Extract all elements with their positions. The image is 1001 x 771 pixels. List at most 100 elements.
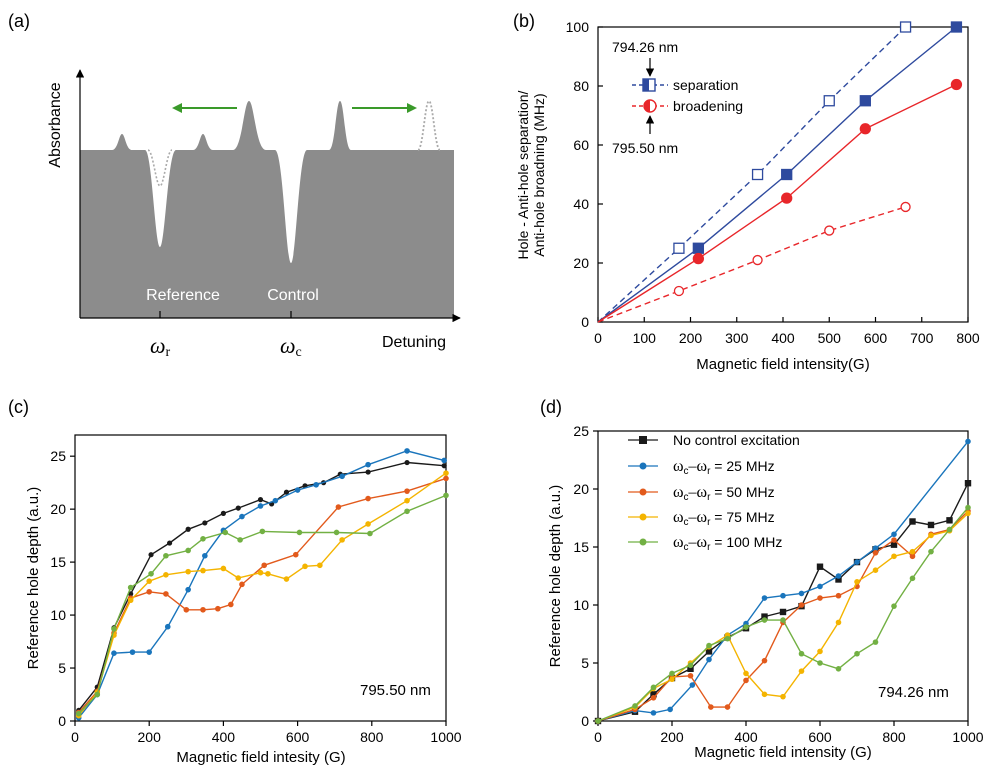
data-point-b-2-3: [859, 123, 871, 135]
xtick-label-c-200: 200: [138, 729, 162, 745]
series-line-c-4: [78, 494, 447, 715]
plot-frame-c: [74, 434, 447, 722]
data-point-c-4-1: [94, 691, 101, 698]
data-point-c-0-9: [235, 505, 241, 511]
data-point-d-3-11: [817, 648, 823, 655]
data-point-d-0-9: [779, 608, 787, 616]
xtick-label-b-600: 600: [864, 330, 888, 346]
data-point-c-2-8: [215, 605, 221, 612]
data-point-c-2-11: [261, 562, 268, 569]
ytick-label-c-15: 15: [50, 554, 66, 570]
data-point-d-2-6: [724, 704, 731, 710]
ytick-label-d-25: 25: [573, 423, 589, 439]
data-point-d-0-16: [909, 518, 916, 525]
legend-separation-label: separation: [673, 77, 738, 93]
data-point-d-1-16: [965, 438, 971, 445]
data-point-b-3-1: [673, 285, 685, 297]
data-point-c-2-16: [443, 475, 449, 482]
xlabel-d: Magnetic field intensity (G): [694, 744, 872, 761]
data-point-c-4-5: [163, 552, 169, 559]
xtick-label-b-0: 0: [594, 330, 602, 346]
data-point-b-1-4: [899, 21, 912, 33]
data-point-d-3-3: [669, 676, 675, 683]
data-point-c-3-4: [146, 578, 152, 584]
absorbance-spectrum: [80, 101, 454, 318]
xtick-label-b-400: 400: [771, 330, 795, 346]
ytick-label-c-25: 25: [50, 448, 66, 464]
data-point-d-3-10: [798, 668, 805, 674]
data-point-c-4-11: [296, 529, 303, 536]
data-point-c-1-11: [272, 497, 279, 504]
data-point-d-4-18: [946, 526, 953, 533]
data-point-d-4-9: [780, 617, 786, 623]
data-point-d-3-9: [780, 693, 786, 700]
data-point-d-3-19: [965, 510, 971, 517]
xtick-label-d-400: 400: [734, 729, 758, 745]
data-point-d-4-12: [835, 666, 842, 672]
axes-b: 0 100 200 300 400 500 600 700 800 0 20 40 60 80 100: [566, 19, 980, 346]
data-point-c-4-13: [367, 530, 373, 537]
series-b: [597, 21, 963, 323]
data-point-d-2-8: [761, 657, 768, 664]
data-point-c-2-12: [292, 551, 299, 558]
data-point-c-2-5: [163, 591, 169, 597]
data-point-d-4-1: [632, 703, 638, 709]
panel-a-diagram: (a) Absorbance Detuning Reference Contro…: [8, 11, 461, 360]
ytick-label-c-0: 0: [58, 713, 66, 729]
series-c: [75, 448, 449, 721]
axes-c: 0 200 400 600 800 1000 0 5 10 15 20 25: [50, 448, 461, 745]
data-point-c-0-8: [220, 510, 226, 516]
legend-b: 794.26 nm separation broadening 795.50 n…: [612, 39, 743, 156]
plot-frame-d: [597, 430, 969, 722]
data-point-d-2-15: [891, 537, 897, 543]
data-point-c-4-6: [185, 547, 191, 554]
data-point-c-1-6: [185, 586, 191, 593]
ytick-label-c-5: 5: [58, 660, 66, 676]
data-point-d-1-5: [706, 656, 712, 663]
data-point-c-2-13: [335, 504, 342, 510]
data-point-d-0-8: [761, 613, 768, 620]
data-point-c-4-3: [127, 584, 134, 591]
data-point-d-0-2: [650, 691, 657, 698]
data-point-d-4-2: [650, 684, 657, 691]
data-point-c-1-7: [202, 552, 208, 559]
ytick-label-d-10: 10: [573, 597, 589, 613]
series-line-c-2: [78, 477, 447, 713]
data-point-d-4-13: [854, 650, 860, 657]
data-point-d-1-3: [667, 706, 673, 713]
data-point-c-1-5: [164, 623, 171, 630]
data-point-b-0-1: [692, 242, 705, 254]
data-point-c-1-16: [404, 448, 410, 454]
data-point-d-4-10: [798, 650, 805, 657]
axes-d: 0 200 400 600 800 1000 0 5 10 15 20 25: [573, 423, 983, 745]
data-point-d-2-11: [817, 595, 823, 601]
data-point-d-1-10: [798, 590, 805, 597]
data-point-c-0-6: [185, 526, 191, 532]
data-point-d-1-15: [891, 531, 897, 538]
legend-d-label-4: ωc–ωr = 100 MHz: [673, 534, 782, 553]
data-point-c-0-4: [148, 552, 154, 558]
xtick-label-b-200: 200: [679, 330, 703, 346]
data-point-d-3-13: [854, 579, 860, 585]
data-point-c-4-12: [333, 529, 340, 536]
data-point-d-4-5: [706, 642, 712, 649]
absorbance-label: Absorbance: [47, 82, 64, 167]
data-point-d-1-2: [650, 710, 657, 716]
data-point-c-2-6: [183, 606, 190, 613]
annotation-d: 794.26 nm: [878, 684, 949, 701]
data-point-b-2-4: [950, 78, 963, 91]
data-point-d-0-4: [687, 665, 694, 672]
control-label: Control: [267, 287, 319, 304]
data-point-c-4-14: [404, 508, 410, 515]
data-point-d-2-2: [650, 695, 657, 701]
data-point-d-2-14: [872, 550, 879, 556]
shifted-anti-hole-peak: [417, 100, 441, 151]
data-point-b-1-3: [823, 95, 835, 107]
data-point-d-4-19: [965, 504, 971, 511]
panel-d-label: (d): [540, 397, 562, 417]
data-point-c-4-10: [259, 528, 266, 535]
data-point-c-1-3: [129, 649, 136, 655]
data-point-d-3-17: [928, 532, 934, 539]
data-point-d-4-15: [891, 603, 897, 609]
data-point-c-0-16: [365, 469, 371, 475]
